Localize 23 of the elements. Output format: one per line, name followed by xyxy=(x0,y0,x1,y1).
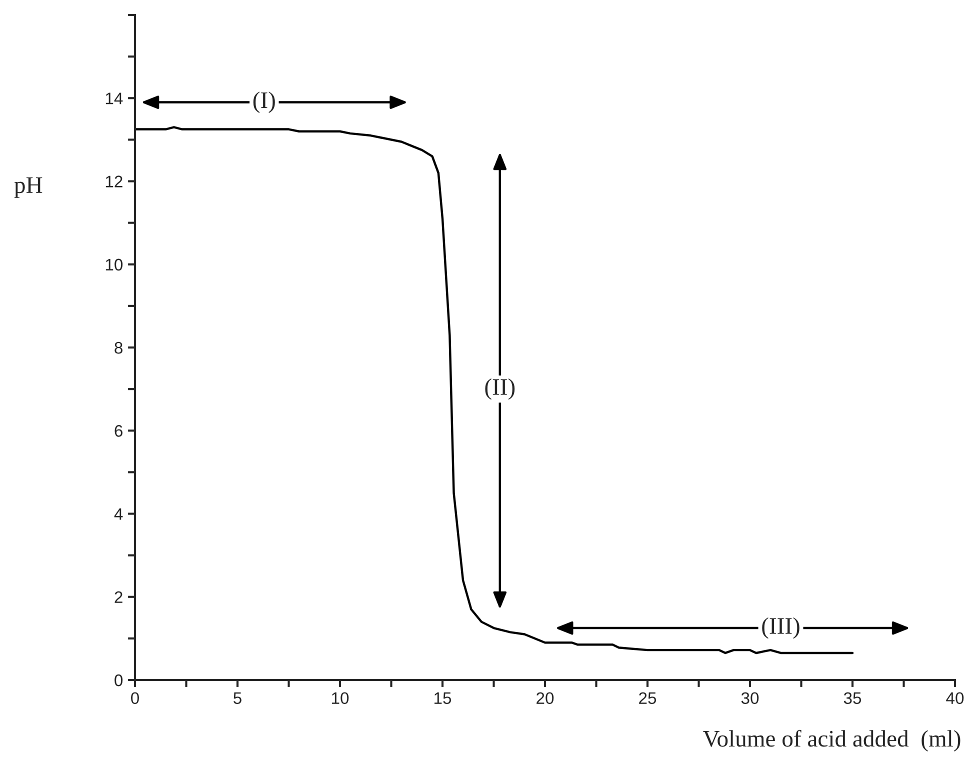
x-axis-title: Volume of acid added (ml) xyxy=(702,730,960,752)
annotation: (III) xyxy=(762,617,800,639)
x-tick-label: 25 xyxy=(639,692,656,704)
x-tick-label: 15 xyxy=(434,692,452,704)
annotation: (I) xyxy=(253,92,275,113)
line-series xyxy=(135,126,854,654)
x-tick-label: 10 xyxy=(332,692,349,704)
y-axis-title: pH xyxy=(14,177,42,198)
y-tick-label: 6 xyxy=(114,425,122,437)
x-tick-label: 35 xyxy=(844,692,862,704)
y-tick-label: 12 xyxy=(106,176,122,188)
x-tick-label: 30 xyxy=(741,692,759,704)
y-tick-label: 2 xyxy=(114,591,122,603)
y-tick-label: 14 xyxy=(106,92,123,104)
y-tick-label: 8 xyxy=(114,342,122,354)
y-tick-label: 0 xyxy=(114,674,123,686)
x-tick-label: 5 xyxy=(234,692,242,704)
x-tick-label: 20 xyxy=(536,692,554,704)
x-tick-label: 0 xyxy=(131,692,139,704)
annotation: (II) xyxy=(485,378,515,400)
y-tick-label: 4 xyxy=(114,508,123,520)
y-tick-label: 10 xyxy=(106,258,123,271)
x-tick-label: 40 xyxy=(946,692,964,704)
